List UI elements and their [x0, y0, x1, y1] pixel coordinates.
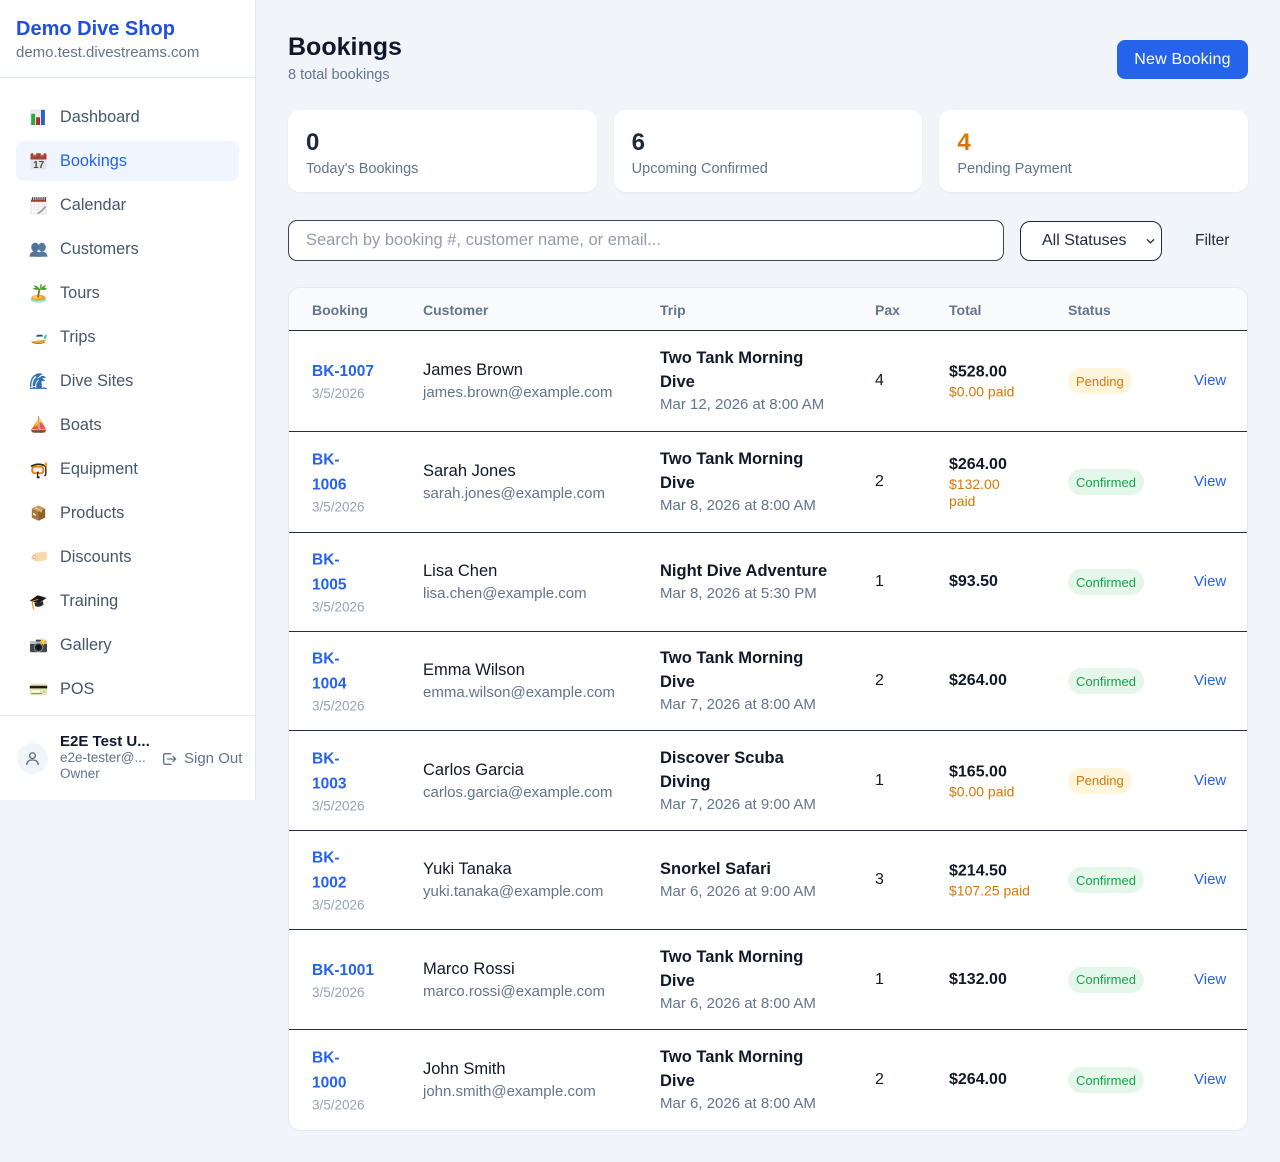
svg-text:17: 17	[33, 160, 45, 171]
